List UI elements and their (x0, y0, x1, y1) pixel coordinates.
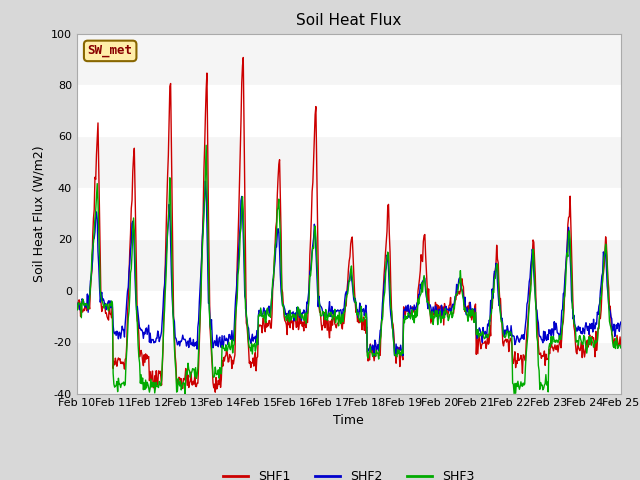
Bar (77, 240, 621, 291)
Bar (77, 85, 621, 136)
Bar (77, 34, 621, 85)
Bar (77, 188, 621, 240)
Bar (77, 342, 621, 394)
Bar (77, 291, 621, 342)
Y-axis label: Soil Heat Flux (W/m2): Soil Heat Flux (W/m2) (33, 145, 45, 282)
Text: SW_met: SW_met (88, 44, 132, 58)
Title: Soil Heat Flux: Soil Heat Flux (296, 13, 401, 28)
X-axis label: Time: Time (333, 414, 364, 427)
Legend: SHF1, SHF2, SHF3: SHF1, SHF2, SHF3 (218, 465, 480, 480)
Bar (77, 136, 621, 188)
